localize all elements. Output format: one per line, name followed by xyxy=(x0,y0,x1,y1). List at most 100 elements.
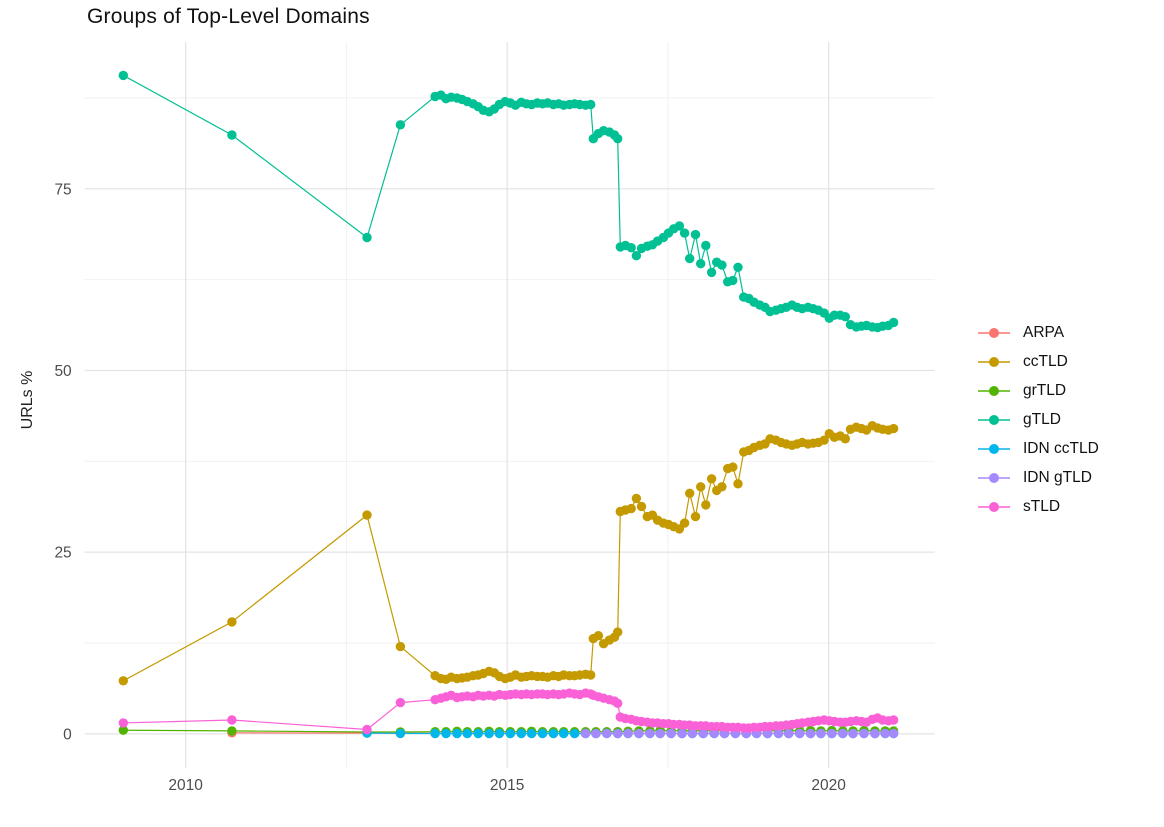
data-point xyxy=(559,728,569,739)
legend-key-point xyxy=(989,356,999,367)
data-point xyxy=(728,275,738,286)
data-point xyxy=(623,728,633,739)
data-point xyxy=(701,500,711,510)
y-tick-label: 0 xyxy=(63,726,72,743)
legend-item-gtld: gTLD xyxy=(976,405,1099,434)
legend-key-icon xyxy=(978,443,1010,454)
data-point xyxy=(118,70,128,81)
data-point xyxy=(362,724,372,735)
series-line xyxy=(123,74,894,329)
data-point xyxy=(395,120,406,130)
data-point xyxy=(516,728,526,739)
legend-label: sTLD xyxy=(1023,497,1061,515)
data-point xyxy=(505,728,515,739)
data-point xyxy=(888,715,899,725)
data-point xyxy=(227,726,237,736)
data-point xyxy=(706,267,717,278)
y-tick-label: 50 xyxy=(54,363,72,380)
data-point xyxy=(687,728,697,739)
legend-label: ccTLD xyxy=(1023,352,1068,370)
data-point xyxy=(118,676,128,686)
data-point xyxy=(580,728,591,739)
data-point xyxy=(613,698,623,708)
data-point xyxy=(773,728,784,739)
data-point xyxy=(717,260,727,270)
data-point xyxy=(859,728,869,739)
data-point xyxy=(631,251,642,261)
data-point xyxy=(484,728,494,739)
series-stld xyxy=(118,688,899,735)
data-point xyxy=(888,317,899,328)
data-point xyxy=(395,728,406,739)
data-point xyxy=(805,728,816,739)
legend-key-icon xyxy=(978,501,1010,512)
data-point xyxy=(840,312,850,322)
data-point xyxy=(362,232,372,243)
data-point xyxy=(118,718,128,728)
data-point xyxy=(537,728,548,739)
legend-item-stld: sTLD xyxy=(976,492,1099,521)
data-point xyxy=(696,482,706,492)
data-point xyxy=(634,728,644,739)
data-point xyxy=(701,240,711,251)
data-point xyxy=(591,728,601,739)
data-point xyxy=(593,631,604,641)
data-point xyxy=(685,253,695,264)
data-point xyxy=(362,510,372,520)
data-point xyxy=(526,728,537,739)
data-point xyxy=(452,728,462,739)
data-point xyxy=(227,715,237,725)
legend-item-cctld: ccTLD xyxy=(976,347,1099,376)
data-point xyxy=(227,617,237,627)
y-tick-label: 25 xyxy=(54,545,71,562)
legend-key-point xyxy=(989,414,999,425)
x-tick-label: 2015 xyxy=(490,777,524,794)
data-point xyxy=(696,259,706,269)
data-point xyxy=(848,728,858,739)
data-point xyxy=(613,134,623,144)
legend-key-icon xyxy=(978,327,1010,338)
data-point xyxy=(674,221,685,231)
data-point xyxy=(819,435,829,445)
legend-key-icon xyxy=(978,472,1010,483)
chart-title: Groups of Top-Level Domains xyxy=(87,5,370,28)
legend-item-grtld: grTLD xyxy=(976,376,1099,405)
x-tick-label: 2010 xyxy=(168,777,203,794)
legend-key-point xyxy=(989,443,999,454)
legend-key-icon xyxy=(978,356,1010,367)
data-point xyxy=(728,462,738,472)
data-point xyxy=(586,99,596,110)
legend-key-icon xyxy=(978,414,1010,425)
data-point xyxy=(685,488,695,498)
data-point xyxy=(888,728,899,739)
legend-label: IDN ccTLD xyxy=(1023,439,1099,457)
y-tick-label: 75 xyxy=(54,181,71,198)
data-point xyxy=(395,641,406,652)
legend-item-idn-gtld: IDN gTLD xyxy=(976,463,1099,492)
legend-label: ARPA xyxy=(1023,323,1065,341)
y-axis-title: URLs % xyxy=(19,370,36,430)
data-point xyxy=(840,434,850,444)
data-point xyxy=(733,479,743,489)
data-point xyxy=(462,728,472,739)
data-point xyxy=(816,728,826,739)
data-point xyxy=(645,728,655,739)
data-point xyxy=(717,482,727,492)
data-point xyxy=(430,728,440,739)
legend-key-point xyxy=(989,327,999,338)
legend: ARPA ccTLD grTLD gTLD IDN ccTLD IDN gTLD sTLD xyxy=(976,318,1099,521)
data-point xyxy=(690,229,701,240)
series-line xyxy=(123,425,894,682)
legend-key-point xyxy=(989,385,999,396)
data-point xyxy=(569,728,580,739)
legend-key-point xyxy=(989,472,999,483)
data-point xyxy=(679,518,690,528)
series-gtld xyxy=(118,70,899,333)
data-point xyxy=(548,728,559,739)
legend-item-arpa: ARPA xyxy=(976,318,1099,347)
data-point xyxy=(838,728,848,739)
data-point xyxy=(473,728,483,739)
data-point xyxy=(441,728,451,739)
